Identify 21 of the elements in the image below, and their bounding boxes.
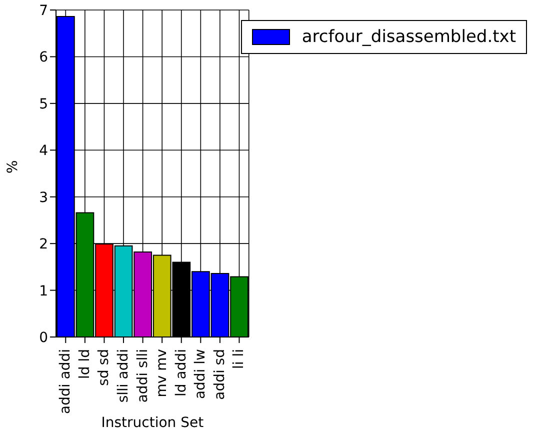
y-tick-label: 5 (39, 96, 48, 112)
y-tick-label: 6 (39, 50, 48, 66)
y-tick-label: 0 (39, 330, 48, 346)
x-tick-label: addi sd (212, 349, 228, 400)
y-tick-label: 4 (39, 143, 48, 160)
legend-label: arcfour_disassembled.txt (302, 27, 516, 47)
x-tick-label: slli addi (116, 349, 132, 403)
x-tick-label: ld ld (76, 349, 93, 380)
x-tick-label: li li (231, 349, 248, 370)
x-tick-label: mv mv (154, 349, 170, 398)
x-tick-label: ld addi (173, 349, 190, 396)
x-tick-label: sd sd (96, 349, 112, 386)
x-axis-title: Instruction Set (101, 415, 204, 431)
y-tick-label: 3 (39, 190, 48, 206)
x-tick-label: addi lw (192, 349, 209, 400)
x-tick-label: addi addi (58, 349, 74, 414)
y-axis-title: % (4, 160, 21, 174)
y-tick-label: 2 (39, 236, 48, 253)
x-tick-label: addi slli (134, 349, 151, 403)
y-tick-label: 1 (39, 283, 48, 300)
y-tick-label: 7 (39, 2, 48, 19)
